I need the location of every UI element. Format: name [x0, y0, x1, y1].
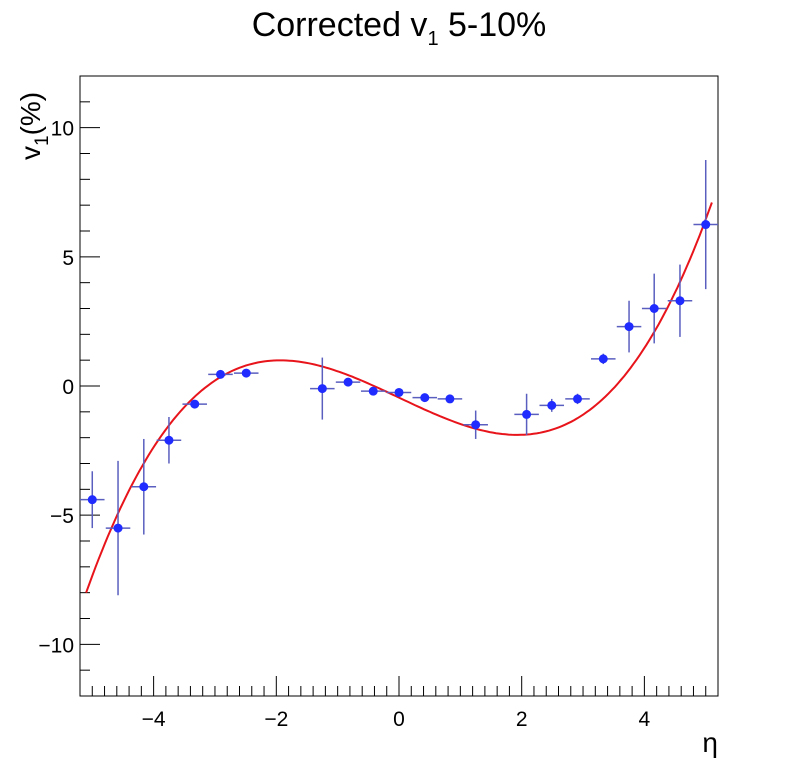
point-marker — [624, 322, 634, 332]
point-marker — [190, 399, 200, 409]
point-marker — [317, 384, 327, 394]
data-point — [80, 471, 105, 529]
y-tick-label: −10 — [38, 634, 74, 657]
y-tick-label: 10 — [51, 118, 74, 141]
x-tick-label: 4 — [639, 708, 651, 731]
point-marker — [522, 409, 532, 419]
data-point — [131, 438, 157, 535]
data-point — [156, 417, 182, 464]
point-marker — [113, 523, 123, 533]
data-point — [233, 368, 259, 378]
data-points — [80, 159, 718, 596]
point-marker — [598, 354, 608, 364]
data-point — [539, 398, 565, 412]
data-point — [437, 394, 463, 404]
point-marker — [343, 377, 353, 387]
data-point — [616, 300, 642, 353]
data-point — [105, 460, 131, 596]
x-tick-label: −4 — [142, 708, 166, 731]
x-axis-label: η — [702, 727, 718, 758]
point-marker — [547, 400, 557, 410]
point-marker — [241, 368, 251, 378]
data-point — [335, 377, 361, 387]
y-tick-label: 5 — [62, 247, 74, 270]
point-marker — [87, 495, 97, 505]
point-marker — [164, 435, 174, 445]
point-marker — [471, 420, 481, 430]
data-point — [565, 393, 590, 405]
point-marker — [675, 296, 685, 306]
data-point — [360, 386, 386, 396]
point-marker — [573, 394, 583, 404]
data-point — [693, 159, 718, 290]
point-marker — [139, 482, 149, 492]
y-tick-label: 0 — [62, 376, 74, 399]
data-point — [641, 273, 667, 344]
data-point — [412, 393, 438, 403]
point-marker — [368, 386, 378, 396]
data-point — [463, 410, 488, 439]
x-axis: −4 −2 0 2 4 — [79, 676, 719, 731]
plot-frame — [79, 75, 719, 697]
data-point — [208, 369, 233, 379]
point-marker — [420, 393, 430, 403]
data-point — [182, 399, 207, 409]
point-marker — [701, 220, 711, 230]
y-axis-label: v1(%) — [15, 92, 53, 160]
fit-curve — [85, 202, 713, 594]
point-marker — [394, 387, 404, 397]
chart-title: Corrected v1 5-10% — [252, 6, 547, 50]
point-marker — [445, 394, 455, 404]
x-tick-label: 0 — [393, 708, 405, 731]
data-point — [386, 387, 412, 397]
point-marker — [215, 369, 225, 379]
y-tick-label: −5 — [50, 505, 74, 528]
x-tick-label: 2 — [516, 708, 528, 731]
y-axis: −10 −5 0 5 10 — [38, 75, 100, 697]
data-point — [591, 353, 616, 365]
data-point — [310, 357, 335, 420]
data-point — [514, 393, 539, 436]
x-tick-label: −2 — [264, 708, 288, 731]
data-point — [667, 264, 693, 337]
point-marker — [649, 304, 659, 313]
